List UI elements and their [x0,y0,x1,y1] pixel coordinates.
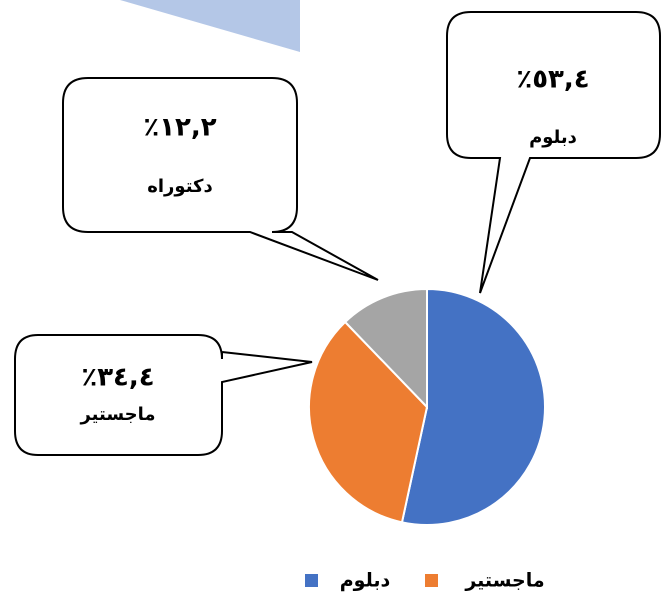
callout [14,334,313,456]
value-label: ٪٥٣,٤ [516,65,589,95]
category-label: ماجستير [79,404,155,425]
cut-callout [120,0,300,52]
legend-label: ماجستير [464,570,544,592]
legend-swatch [425,574,438,587]
legend-swatch [305,574,318,587]
category-label: دكتوراه [147,176,213,197]
pie-slice [400,287,546,526]
value-label: ٪٣٤,٤ [81,363,154,393]
pie-slice [343,287,428,410]
category-label: دبلوم [529,127,577,148]
pie-slice [308,320,429,524]
callout [62,77,379,281]
callout [446,11,661,294]
value-label: ٪١٢,٢ [143,113,216,143]
legend-label: دبلوم [340,570,391,592]
